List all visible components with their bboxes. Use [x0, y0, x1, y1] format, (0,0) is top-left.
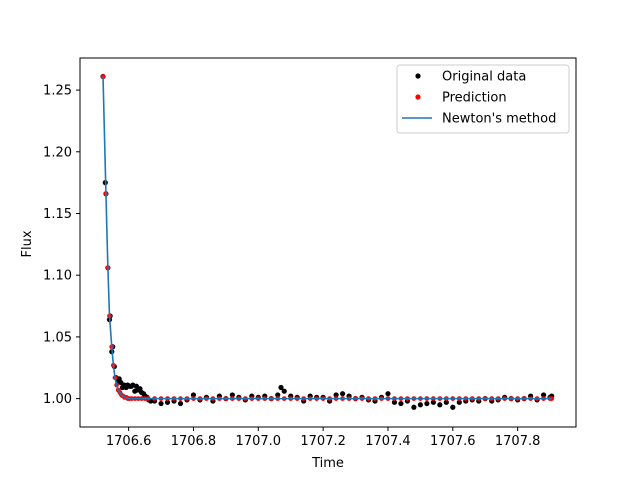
original-data-point: [450, 404, 456, 410]
y-tick-label: 1.00: [43, 392, 72, 407]
x-axis-label: Time: [311, 456, 344, 471]
y-tick-label: 1.10: [43, 269, 72, 284]
y-axis-label: Flux: [20, 230, 35, 257]
original-data-point: [278, 384, 284, 391]
original-data-point: [391, 399, 398, 405]
x-tick-label: 1707.6: [430, 434, 476, 449]
original-data-point: [190, 392, 197, 398]
original-data-point: [456, 399, 462, 405]
axes-frame: [79, 57, 577, 428]
x-tick-label: 1706.6: [106, 434, 152, 449]
original-data-point: [339, 391, 346, 397]
legend-label-prediction: Prediction: [442, 91, 507, 106]
x-tick-label: 1707.4: [365, 434, 411, 449]
y-tick-label: 1.25: [43, 84, 72, 99]
plot-area: [100, 73, 555, 410]
original-data-point: [385, 391, 391, 397]
original-data-point: [430, 399, 436, 405]
original-data-point: [417, 402, 423, 408]
y-tick-label: 1.05: [43, 330, 72, 345]
original-data-point: [177, 400, 184, 407]
original-data-point: [281, 388, 287, 394]
y-tick-label: 1.20: [43, 145, 72, 160]
original-data-point: [398, 400, 404, 407]
x-tick-label: 1707.8: [495, 434, 541, 449]
legend-label-newtons-method: Newton's method: [442, 112, 556, 127]
y-tick-label: 1.15: [43, 207, 72, 222]
legend-label-original-data: Original data: [442, 70, 526, 85]
original-data-point: [411, 404, 417, 410]
plot-marks: [100, 73, 555, 410]
original-data-point: [540, 392, 547, 398]
original-data-point: [158, 400, 164, 407]
original-data-point: [229, 392, 235, 398]
x-tick-label: 1706.8: [171, 434, 217, 449]
original-data-point: [164, 399, 171, 405]
legend-box: [396, 64, 570, 134]
original-data-point: [275, 392, 281, 398]
axes: 1706.6 1706.8 1707.0 1707.2 1707.4 1707.6 1707…: [43, 57, 577, 449]
legend-marker-prediction: [415, 94, 421, 100]
original-data-point: [437, 402, 443, 408]
legend-marker-original-data: [415, 73, 421, 79]
newtons-method-line: [102, 76, 552, 400]
x-tick-label: 1707.2: [300, 434, 346, 449]
original-data-point: [424, 400, 430, 407]
legend: Original data Prediction Newton's method: [396, 64, 570, 134]
x-tick-label: 1707.0: [236, 434, 282, 449]
original-data-point: [443, 399, 449, 405]
original-data-point: [333, 392, 339, 398]
